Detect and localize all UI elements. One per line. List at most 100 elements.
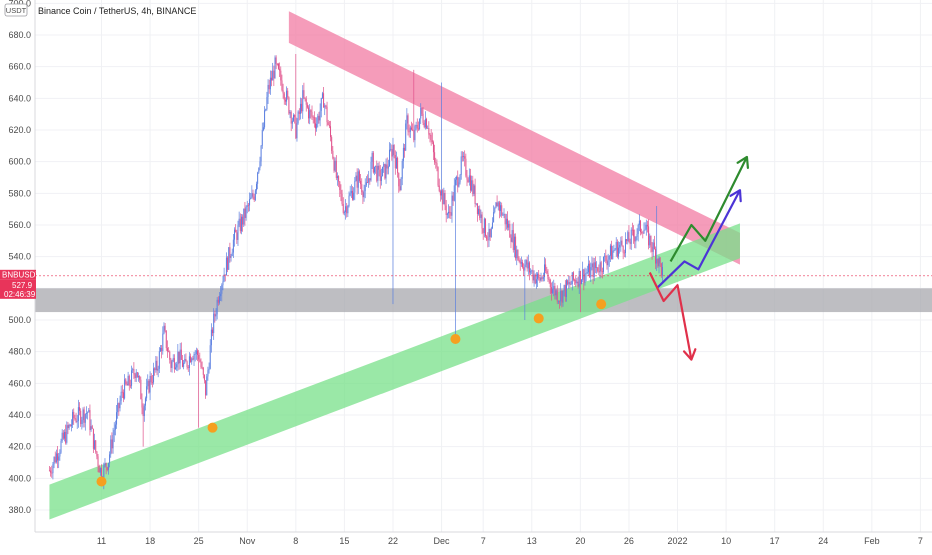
candle-body <box>382 166 384 177</box>
candle-body <box>250 197 252 200</box>
candle-body <box>378 165 380 170</box>
candle-body <box>540 277 542 281</box>
candle-body <box>65 431 67 443</box>
candle-body <box>638 220 640 225</box>
candle-body <box>328 124 330 127</box>
candle-body <box>460 156 462 175</box>
candle-body <box>548 278 550 280</box>
candle-body <box>68 424 70 429</box>
candle-body <box>646 224 648 227</box>
x-tick-label: 26 <box>624 536 634 546</box>
candle-body <box>448 211 449 214</box>
candle-body <box>276 63 278 65</box>
candle-body <box>331 137 333 151</box>
time-axis[interactable]: 11 18 25 Nov 8 15 22 Dec 7 13 20 26 2022 10 17 24 Feb 7 <box>97 536 923 546</box>
candle-body <box>62 432 64 439</box>
candle-body <box>399 186 401 191</box>
candle-body <box>584 273 586 283</box>
candle-body <box>426 119 428 129</box>
candle-body <box>230 255 232 258</box>
candle-body <box>121 391 123 393</box>
candle-body <box>364 185 366 192</box>
candle-body <box>564 285 566 297</box>
candle-body <box>363 191 365 198</box>
y-tick-label: 540.0 <box>8 252 31 262</box>
candle-body <box>589 263 591 278</box>
x-tick-label: 10 <box>721 536 731 546</box>
candle-body <box>463 156 465 158</box>
candle-body <box>128 375 130 386</box>
candle-body <box>176 364 178 368</box>
candle-body <box>554 285 556 296</box>
candle-body <box>445 205 447 216</box>
candle-body <box>539 277 541 281</box>
currency-badge[interactable]: USDT <box>4 3 28 17</box>
y-tick-label: 400.0 <box>8 473 31 483</box>
x-tick-label: 17 <box>770 536 780 546</box>
candle-body <box>371 152 373 162</box>
candle-body <box>585 273 587 274</box>
symbol-title: Binance Coin / TetherUS, 4h, BINANCE <box>38 6 196 16</box>
candle-body <box>405 123 407 151</box>
y-tick-label: 560.0 <box>8 220 31 230</box>
x-tick-label: 18 <box>145 536 155 546</box>
candle-body <box>82 409 84 420</box>
support-band <box>49 223 740 520</box>
candle-body <box>423 122 425 128</box>
candle-body <box>340 190 342 194</box>
candle-body <box>493 212 495 223</box>
candle-body <box>563 285 565 291</box>
candle-body <box>151 382 153 384</box>
projection-arrow-path <box>669 156 748 262</box>
candle-body <box>59 452 61 457</box>
candle-body <box>397 157 399 173</box>
candle-body <box>109 454 111 464</box>
candle-body <box>283 93 285 100</box>
candle-body <box>50 470 52 473</box>
candle-body <box>74 418 76 420</box>
candle-body <box>139 376 141 380</box>
candle-body <box>111 439 113 449</box>
candle-body <box>85 413 87 415</box>
candle-body <box>194 354 196 355</box>
candle-body <box>360 180 362 185</box>
candle-body <box>186 361 188 368</box>
candle-body <box>220 293 222 297</box>
candle-body <box>422 113 424 123</box>
candle-body <box>267 84 269 98</box>
candle-body <box>347 206 349 214</box>
candle-body <box>401 160 403 179</box>
candle-body <box>287 90 289 98</box>
candle-body <box>253 196 255 201</box>
candle-body <box>624 239 626 253</box>
candle-body <box>630 229 632 244</box>
candle-body <box>546 270 548 274</box>
candle-body <box>222 281 224 286</box>
candle-body <box>66 425 68 443</box>
candle-body <box>471 180 473 191</box>
candle-body <box>293 114 295 121</box>
candle-body <box>244 208 246 218</box>
candle-body <box>482 228 484 233</box>
candle-body <box>251 193 253 198</box>
candle-body <box>581 279 583 284</box>
candle-body <box>394 155 396 169</box>
candle-body <box>608 255 610 260</box>
x-tick-label: 24 <box>818 536 828 546</box>
candle-body <box>387 166 389 169</box>
candle-body <box>490 228 492 238</box>
projection-arrow-path <box>648 272 693 360</box>
candle-body <box>594 262 596 268</box>
candle-body <box>578 271 580 287</box>
candle-body <box>533 274 535 281</box>
candle-body <box>498 202 500 211</box>
candle-body <box>269 77 271 90</box>
candle-body <box>351 190 353 200</box>
candle-body <box>218 296 220 303</box>
candle-body <box>576 281 578 284</box>
candle-body <box>406 115 408 124</box>
currency-badge-label: USDT <box>6 6 27 15</box>
candle-body <box>508 223 510 228</box>
candle-body <box>235 229 237 233</box>
